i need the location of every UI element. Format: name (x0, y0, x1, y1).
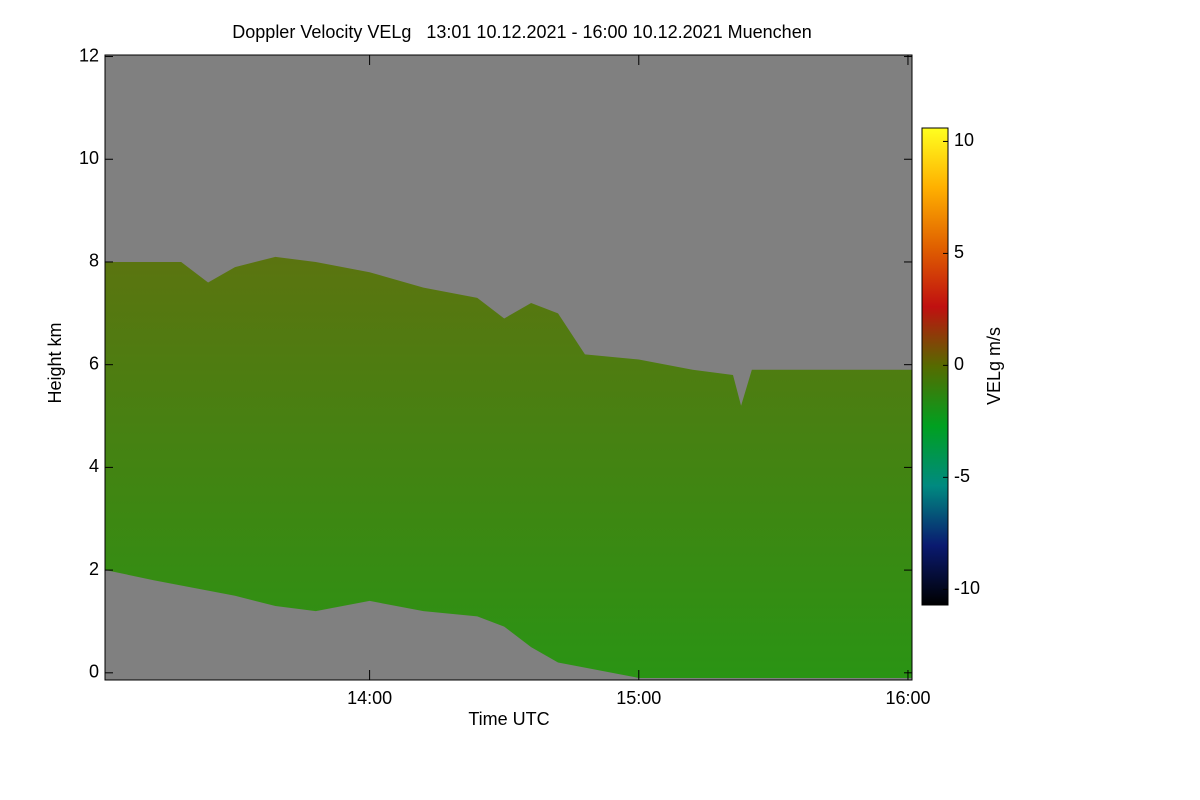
y-tick-label: 10 (79, 148, 99, 168)
y-axis-label: Height km (45, 322, 65, 403)
colorbar-tick-label: -5 (954, 466, 970, 486)
y-tick-label: 12 (79, 45, 99, 65)
y-tick-label: 2 (89, 559, 99, 579)
y-tick-label: 8 (89, 251, 99, 271)
x-tick-label: 16:00 (885, 688, 930, 708)
colorbar-label: VELg m/s (984, 327, 1004, 405)
x-tick-label: 15:00 (616, 688, 661, 708)
plot-frame (104, 54, 913, 681)
echo-base-area (105, 570, 912, 680)
y-tick-label: 4 (89, 456, 99, 476)
echo-area (105, 256, 912, 680)
chart-title: Doppler Velocity VELg 13:01 10.12.2021 -… (232, 22, 811, 42)
colorbar (921, 127, 949, 606)
y-tick-label: 6 (89, 353, 99, 373)
y-tick-label: 0 (89, 662, 99, 682)
colorbar-tick-label: 5 (954, 242, 964, 262)
colorbar-tick-label: -10 (954, 578, 980, 598)
colorbar-tick-label: 0 (954, 354, 964, 374)
colorbar-tick-label: 10 (954, 130, 974, 150)
x-axis-label: Time UTC (468, 709, 549, 729)
x-tick-label: 14:00 (347, 688, 392, 708)
